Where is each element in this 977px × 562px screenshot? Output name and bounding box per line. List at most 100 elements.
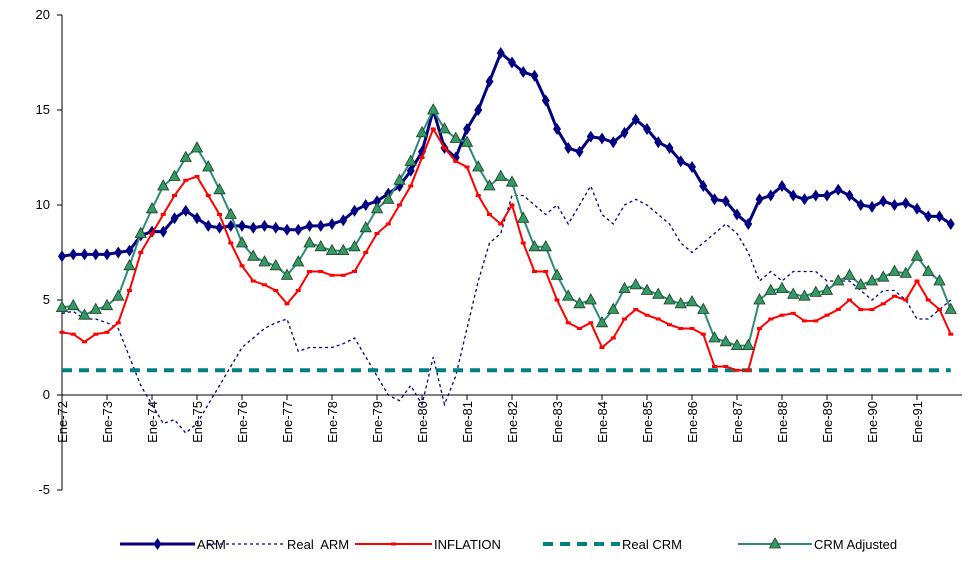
marker: [168, 169, 181, 181]
marker: [104, 330, 110, 334]
marker: [944, 302, 957, 314]
marker: [314, 239, 327, 252]
marker: [352, 270, 357, 273]
marker: [307, 270, 312, 273]
marker: [877, 270, 890, 282]
marker: [193, 212, 201, 225]
marker: [598, 132, 606, 145]
marker: [618, 281, 631, 293]
marker: [463, 123, 471, 135]
marker: [811, 189, 820, 202]
legend-label: Real ARM: [287, 537, 349, 552]
marker: [442, 146, 447, 150]
legend-item: Real CRM: [543, 537, 682, 552]
marker: [58, 250, 66, 263]
marker: [125, 244, 134, 257]
marker: [340, 273, 346, 277]
marker: [676, 155, 685, 168]
x-tick-label: Ene-77: [280, 401, 295, 443]
marker: [472, 160, 485, 172]
marker: [271, 221, 280, 234]
marker: [303, 236, 316, 248]
marker: [273, 289, 279, 292]
marker: [385, 222, 391, 226]
series-line: [61, 50, 952, 258]
legend-item: Real ARM: [208, 537, 349, 552]
legend-label: Real CRM: [622, 537, 682, 552]
marker: [419, 156, 425, 159]
marker: [100, 298, 114, 311]
x-tick-label: Ene-84: [595, 401, 610, 443]
marker: [213, 182, 226, 195]
marker: [834, 183, 843, 196]
marker: [845, 189, 854, 202]
marker: [363, 251, 369, 254]
marker: [854, 277, 867, 290]
marker: [640, 283, 654, 295]
marker: [494, 169, 507, 181]
marker: [787, 287, 800, 299]
marker: [710, 193, 719, 206]
marker: [82, 340, 87, 344]
marker: [215, 221, 224, 234]
marker: [250, 279, 256, 283]
marker: [127, 289, 132, 292]
marker: [337, 243, 350, 255]
marker: [824, 313, 830, 317]
marker: [588, 321, 594, 325]
marker: [721, 195, 730, 208]
y-tick-label: 5: [43, 292, 50, 307]
marker: [543, 270, 549, 273]
marker: [194, 175, 200, 178]
marker: [708, 331, 721, 343]
marker: [753, 293, 766, 305]
marker: [67, 298, 80, 311]
marker: [644, 313, 650, 317]
marker: [712, 365, 717, 368]
marker: [869, 308, 875, 311]
y-tick-label: 10: [36, 197, 50, 212]
marker: [914, 279, 920, 283]
marker: [925, 298, 931, 302]
x-tick-label: Ene-74: [145, 401, 160, 443]
marker: [901, 197, 910, 210]
marker: [565, 321, 571, 325]
marker: [913, 202, 921, 215]
marker: [541, 94, 550, 107]
marker: [800, 193, 809, 206]
marker: [103, 248, 111, 261]
marker: [294, 223, 303, 236]
marker: [554, 298, 560, 302]
x-tick-label: Ene-86: [685, 401, 700, 443]
marker: [663, 293, 676, 305]
marker: [464, 165, 470, 169]
marker: [224, 207, 237, 219]
marker: [397, 203, 402, 207]
marker: [449, 131, 462, 143]
marker: [475, 194, 481, 197]
legend-item: ARM: [120, 537, 226, 552]
x-tick-label: Ene-80: [415, 401, 430, 443]
marker: [868, 200, 876, 213]
marker: [55, 300, 69, 312]
legend-label: ARM: [197, 537, 226, 552]
x-tick-label: Ene-82: [505, 401, 520, 443]
marker: [622, 317, 627, 321]
marker: [890, 199, 899, 211]
marker: [734, 368, 740, 372]
x-tick-label: Ene-76: [235, 401, 250, 443]
marker: [843, 268, 856, 280]
marker: [359, 220, 372, 233]
marker: [667, 323, 672, 327]
marker: [654, 136, 663, 149]
series-line: [61, 126, 952, 372]
marker: [689, 327, 695, 330]
marker: [865, 274, 879, 286]
marker: [235, 236, 249, 248]
marker: [595, 315, 609, 328]
marker: [114, 246, 123, 259]
marker: [204, 219, 213, 232]
series-line: [61, 184, 952, 434]
marker: [910, 249, 924, 261]
